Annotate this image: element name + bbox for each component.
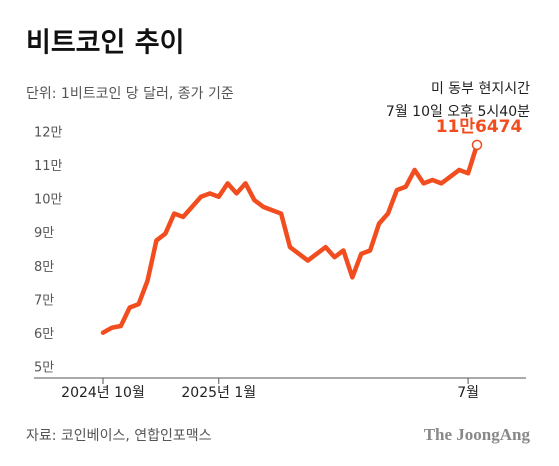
price-line — [100, 142, 480, 335]
y-tick-label: 7만 — [34, 293, 54, 308]
x-tick-label: 2024년 10월 — [61, 385, 145, 401]
y-tick-label: 12만 — [34, 126, 63, 141]
y-tick-label: 10만 — [34, 193, 63, 208]
x-tick-label: 7월 — [457, 385, 479, 401]
note: 미 동부 현지시간 — [431, 81, 530, 97]
y-tick-label: 5만 — [34, 360, 54, 375]
note: 7월 10일 오후 5시40분 — [386, 104, 530, 120]
y-tick-label: 6만 — [34, 327, 54, 342]
brand-logo: The JoongAng — [424, 425, 531, 444]
y-tick-label: 11만 — [34, 159, 63, 174]
last-point — [471, 139, 483, 151]
y-tick-label: 8만 — [34, 260, 54, 275]
chart-title: 비트코인 추이 — [26, 28, 184, 59]
x-tick-label: 2025년 1월 — [181, 385, 256, 401]
y-tick-label: 9만 — [34, 226, 54, 241]
annotation: 11만6474 — [436, 117, 523, 137]
subtitle: 단위: 1비트코인 당 달러, 종가 기준 — [26, 86, 234, 102]
source: 자료: 코인베이스, 연합인포맥스 — [26, 428, 212, 444]
